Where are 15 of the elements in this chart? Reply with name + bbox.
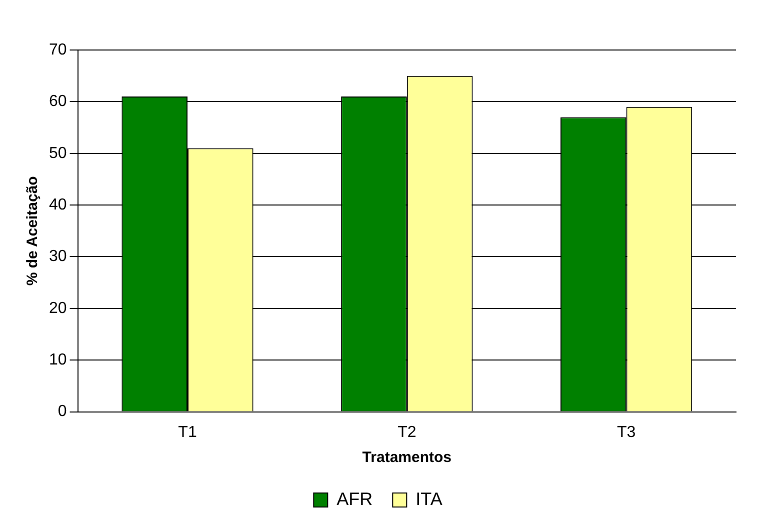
x-tick-label: T3 bbox=[616, 424, 636, 441]
y-tick-label: 70 bbox=[49, 41, 67, 58]
x-axis-title: Tratamentos bbox=[362, 449, 452, 466]
y-axis-title: % de Aceitação bbox=[24, 176, 42, 286]
legend-label: ITA bbox=[416, 488, 442, 509]
y-tick-label: 30 bbox=[49, 248, 67, 266]
x-tick-label: T1 bbox=[178, 424, 197, 441]
y-tick-label: 40 bbox=[49, 196, 67, 214]
y-tick-label: 50 bbox=[49, 144, 67, 162]
y-tick-label: 10 bbox=[49, 352, 67, 369]
legend-label: AFR bbox=[336, 488, 373, 509]
y-tick-label: 60 bbox=[49, 93, 67, 110]
x-tick-label: T2 bbox=[398, 424, 416, 441]
y-tick-label: 0 bbox=[58, 403, 67, 420]
y-tick-label: 20 bbox=[49, 300, 67, 317]
